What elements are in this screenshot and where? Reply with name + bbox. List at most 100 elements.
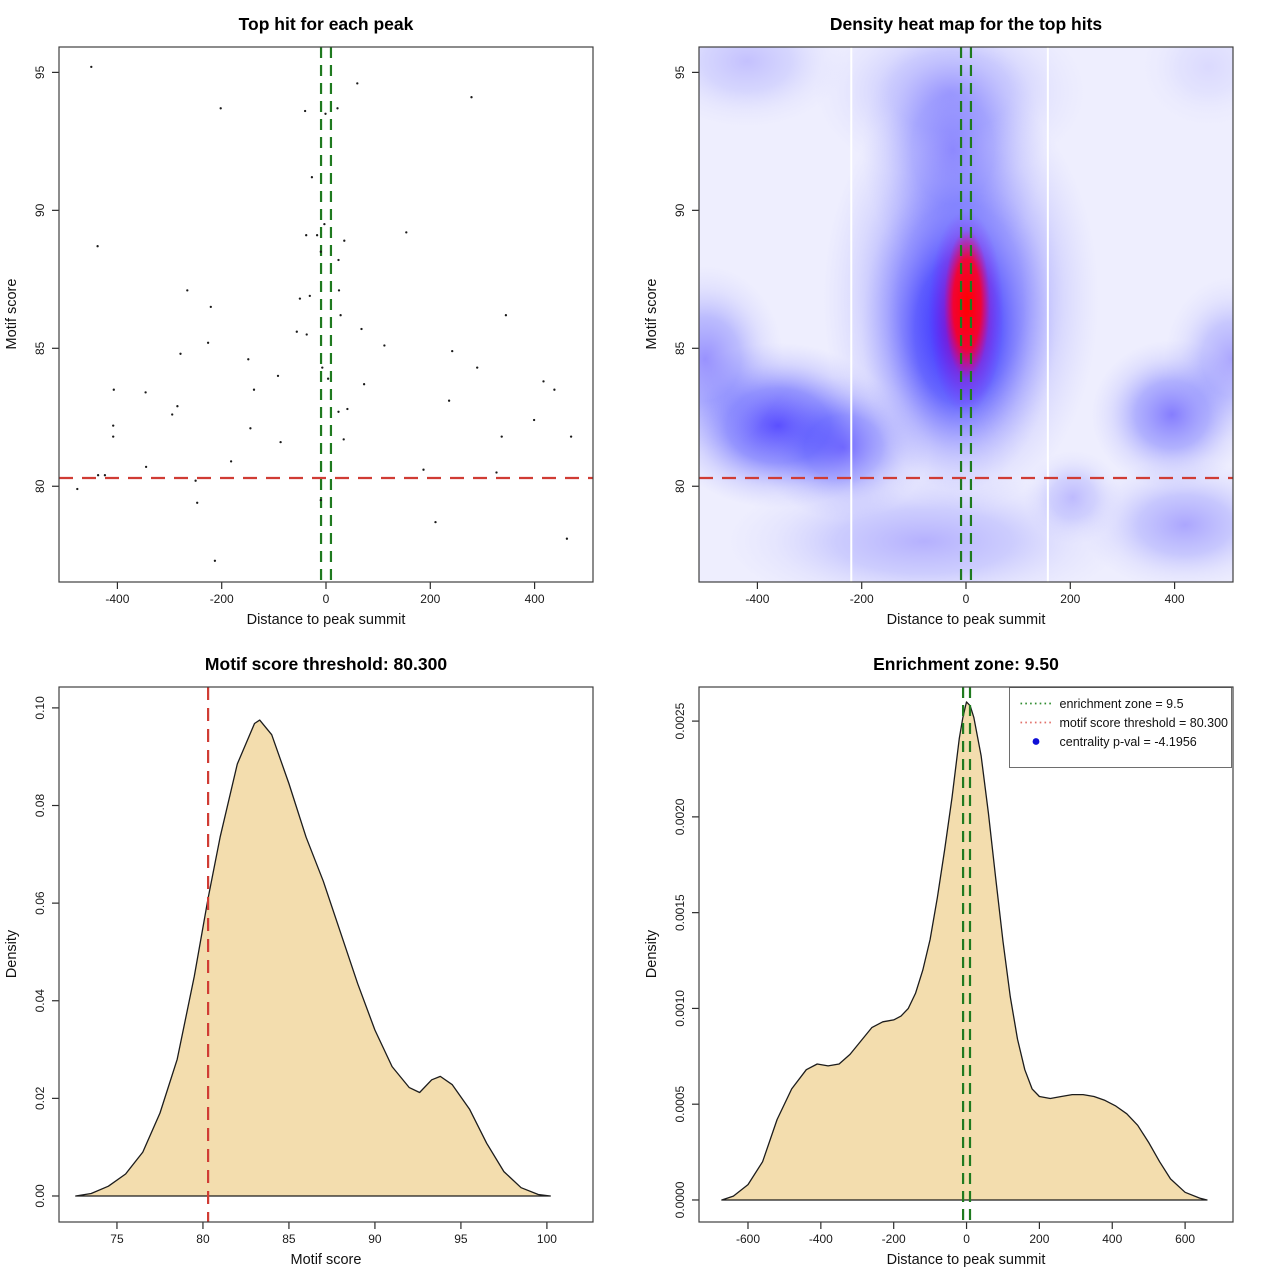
data-point [96,245,99,248]
data-point [315,234,319,237]
score-density-plot-area: 75 80 85 90 95 100 0.00 0.02 0.04 0.06 0.08 0.10 [33,686,594,1246]
y-axis-label: Density [644,929,660,978]
y-axis-label: Motif score [4,279,20,350]
data-point [308,294,311,298]
x-tick-label: -200 [210,592,234,606]
x-tick-label: -400 [809,1232,833,1246]
data-point [451,349,454,353]
x-axis-label: Distance to peak summit [247,612,406,628]
data-point [303,109,307,113]
y-tick-label: 0.0000 [673,1181,687,1218]
data-point [305,234,308,237]
density-curve [721,701,1208,1201]
legend-label: motif score threshold = 80.300 [1060,716,1229,730]
data-point [252,388,256,391]
heatmap-svg: Density heat map for the top hits Distan… [644,14,1234,628]
panel-motif-score-density: Motif score threshold: 80.300 Motif scor… [0,640,640,1280]
x-tick-label: 0 [963,592,970,606]
data-point [276,374,280,378]
data-point [194,479,197,482]
scatter-plot-area: -400 -200 0 200 400 80 85 90 95 [33,46,594,606]
data-point [356,82,359,85]
data-point [532,418,536,422]
data-point [326,377,330,380]
data-point [346,407,349,411]
data-point [103,474,107,477]
data-point [209,305,212,309]
chart-title: Density heat map for the top hits [830,14,1103,34]
x-tick-label: 200 [420,592,440,606]
plot-border [58,686,594,1223]
y-tick-label: 0.0015 [673,894,687,931]
data-point [324,112,327,115]
data-point [319,498,322,502]
data-point [569,435,573,438]
data-point [500,435,503,438]
density-blob [699,47,847,128]
data-point [229,460,233,463]
distance-density-svg: Enrichment zone: 9.50 Distance to peak s… [644,654,1234,1268]
data-point [96,474,100,477]
y-tick-label: 95 [33,65,47,79]
x-tick-label: 600 [1175,1232,1195,1246]
x-tick-label: -200 [882,1232,906,1246]
data-point [319,250,322,253]
data-point [323,222,326,226]
x-tick-label: -600 [736,1232,760,1246]
x-tick-label: 0 [963,1232,970,1246]
data-point [90,65,93,69]
y-tick-label: 0.0020 [673,798,687,835]
x-axis-label: Distance to peak summit [887,612,1046,628]
legend-dot [1032,738,1040,745]
data-point [360,327,363,331]
density-blob [699,265,784,454]
x-tick-label: 200 [1060,592,1080,606]
density-blob [944,229,990,379]
density-blob [1140,47,1233,128]
y-tick-label: 80 [33,479,47,493]
x-tick-label: 85 [282,1232,296,1246]
y-axis-label: Density [4,929,20,978]
y-tick-label: 0.06 [33,891,47,915]
data-point [339,314,342,317]
x-tick-label: 100 [537,1232,557,1246]
density-curve [75,719,551,1197]
x-tick-label: 400 [1102,1232,1122,1246]
data-point [342,438,345,441]
data-point [171,413,174,416]
y-tick-label: 0.0005 [673,1086,687,1123]
data-point [206,341,210,344]
y-tick-label: 0.10 [33,696,47,720]
data-point [434,520,437,524]
density-blob [1164,276,1233,443]
plot-border [698,46,1234,583]
data-point [249,427,252,430]
x-tick-label: 90 [368,1232,382,1246]
y-tick-label: 95 [673,65,687,79]
panel-top-hits-scatter: Top hit for each peak Distance to peak s… [0,0,640,640]
data-point [112,435,115,438]
data-point [565,537,569,540]
density-blob [726,469,1123,582]
y-tick-label: 90 [33,203,47,217]
legend-label: centrality p-val = -4.1956 [1060,735,1197,749]
legend-label: enrichment zone = 9.5 [1060,697,1184,711]
x-tick-label: 80 [196,1232,210,1246]
plot-border [58,46,594,583]
data-point [476,366,479,369]
y-tick-label: 85 [673,341,687,355]
x-tick-label: -200 [850,592,874,606]
data-point [247,358,250,361]
chart-title: Enrichment zone: 9.50 [873,654,1059,674]
data-point [196,501,199,504]
x-tick-label: -400 [105,592,129,606]
y-tick-label: 0.08 [33,794,47,818]
score-density-svg: Motif score threshold: 80.300 Motif scor… [4,654,594,1268]
x-axis-label: Motif score [291,1252,362,1268]
density-blob [1023,450,1123,545]
data-point [176,405,179,408]
x-tick-label: 400 [1165,592,1185,606]
data-point [553,388,556,391]
panel-density-heatmap: Density heat map for the top hits Distan… [640,0,1280,640]
data-point [336,107,339,110]
